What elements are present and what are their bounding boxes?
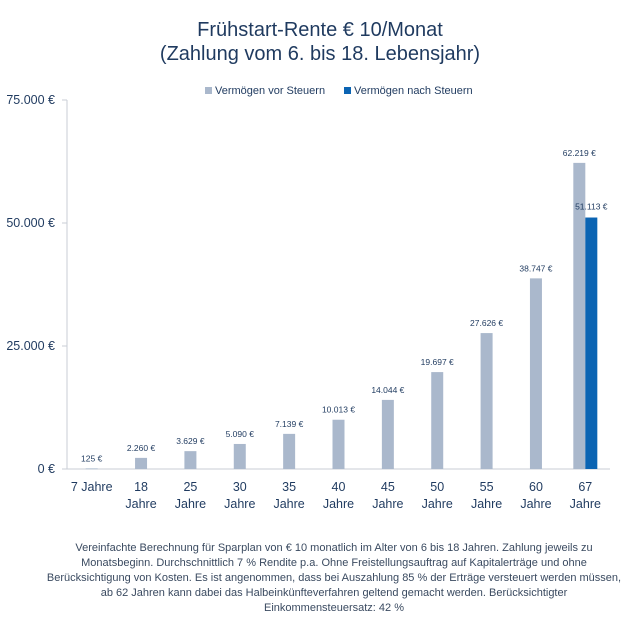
x-tick-label: 50 Jahre [422, 480, 453, 511]
data-label-vor-steuern: 125 € [81, 453, 103, 463]
bar-nach-steuern [585, 217, 598, 469]
bar-vor-steuern [184, 451, 197, 469]
bar-vor-steuern [480, 333, 493, 469]
y-tick-label: 50.000 € [6, 216, 55, 230]
bar-vor-steuern [381, 399, 394, 469]
data-label-vor-steuern: 7.139 € [275, 419, 304, 429]
legend-swatch-vor-steuern [205, 87, 212, 94]
bar-vor-steuern [332, 419, 345, 469]
data-label-vor-steuern: 3.629 € [176, 436, 205, 446]
x-tick-label: 40 Jahre [323, 480, 354, 511]
x-tick-label: 30 Jahre [224, 480, 255, 511]
x-tick-label: 18 Jahre [125, 480, 156, 511]
data-label-vor-steuern: 19.697 € [421, 357, 454, 367]
data-label-vor-steuern: 27.626 € [470, 318, 503, 328]
bar-vor-steuern [135, 457, 148, 469]
x-tick-label: 45 Jahre [372, 480, 403, 511]
legend-label-vor-steuern: Vermögen vor Steuern [215, 85, 325, 97]
legend-swatch-nach-steuern [344, 87, 351, 94]
data-label-vor-steuern: 2.260 € [127, 443, 156, 453]
x-tick-label: 35 Jahre [273, 480, 304, 511]
data-label-nach-steuern: 51.113 € [575, 202, 608, 212]
chart-title-line-1: Frühstart-Rente € 10/Monat [197, 19, 443, 41]
y-tick-label: 75.000 € [6, 93, 55, 107]
bar-vor-steuern [573, 162, 586, 470]
data-label-vor-steuern: 10.013 € [322, 405, 355, 415]
y-axis: 0 € 25.000 € 50.000 € 75.000 € [6, 93, 610, 476]
data-label-vor-steuern: 14.044 € [371, 385, 404, 395]
y-tick-label: 0 € [38, 462, 55, 476]
bar-vor-steuern [233, 443, 246, 469]
x-tick-label: 67 Jahre [570, 480, 601, 511]
x-tick-label: 25 Jahre [175, 480, 206, 511]
chart-title-line-2: (Zahlung vom 6. bis 18. Lebensjahr) [159, 43, 481, 65]
bar-vor-steuern [431, 372, 444, 469]
legend: Vermögen vor Steuern Vermögen nach Steuer… [205, 85, 473, 97]
y-tick-label: 25.000 € [6, 339, 55, 353]
bar-vor-steuern [283, 433, 296, 469]
bar-chart: Vermögen vor Steuern Vermögen nach Steuer… [6, 85, 610, 511]
x-tick-label: 60 Jahre [520, 480, 551, 511]
bar-vor-steuern [529, 278, 542, 469]
legend-label-nach-steuern: Vermögen nach Steuern [354, 85, 473, 97]
x-tick-label: 55 Jahre [471, 480, 502, 511]
data-label-vor-steuern: 5.090 € [226, 429, 255, 439]
x-tick-label: 7 Jahre [71, 480, 113, 494]
bar-vor-steuern [85, 468, 98, 470]
data-label-vor-steuern: 38.747 € [519, 263, 552, 273]
x-axis: 7 Jahre 18 Jahre 25 Jahre 30 Jahre 35 Jahre 40 Jah… [71, 480, 601, 511]
bars: 125 € 2.260 € 3.629 € 5.090 € 7.139 € 10.013 … [81, 148, 608, 470]
data-label-vor-steuern: 62.219 € [563, 148, 596, 158]
chart-title: Frühstart-Rente € 10/Monat (Zahlung vom … [0, 18, 640, 66]
footnote: Vereinfachte Berechnung für Sparplan von… [46, 542, 622, 614]
